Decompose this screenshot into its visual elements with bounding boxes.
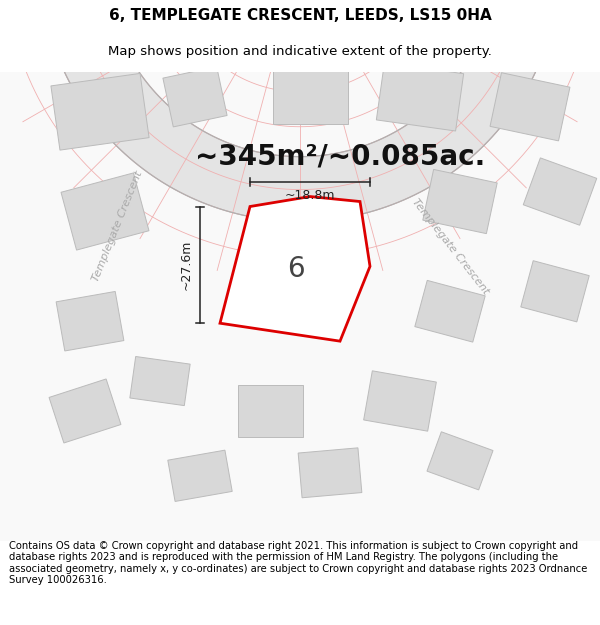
Polygon shape xyxy=(523,158,597,225)
Text: Templegate Crescent: Templegate Crescent xyxy=(410,197,490,296)
Polygon shape xyxy=(376,62,464,131)
Polygon shape xyxy=(51,73,149,150)
Polygon shape xyxy=(220,196,370,341)
Text: Contains OS data © Crown copyright and database right 2021. This information is : Contains OS data © Crown copyright and d… xyxy=(9,541,587,586)
Text: 6: 6 xyxy=(287,256,305,283)
Text: 6, TEMPLEGATE CRESCENT, LEEDS, LS15 0HA: 6, TEMPLEGATE CRESCENT, LEEDS, LS15 0HA xyxy=(109,8,491,23)
Polygon shape xyxy=(56,291,124,351)
Text: Templegate Crescent: Templegate Crescent xyxy=(91,170,145,283)
Polygon shape xyxy=(364,371,436,431)
Polygon shape xyxy=(49,379,121,443)
Polygon shape xyxy=(521,261,589,322)
Polygon shape xyxy=(298,448,362,498)
Text: ~345m²/~0.085ac.: ~345m²/~0.085ac. xyxy=(195,142,485,171)
Polygon shape xyxy=(61,173,149,250)
Polygon shape xyxy=(238,385,302,437)
Polygon shape xyxy=(427,432,493,490)
Text: Map shows position and indicative extent of the property.: Map shows position and indicative extent… xyxy=(108,45,492,58)
Polygon shape xyxy=(163,67,227,127)
Polygon shape xyxy=(168,450,232,501)
Polygon shape xyxy=(257,229,332,309)
Polygon shape xyxy=(490,72,570,141)
Polygon shape xyxy=(423,169,497,234)
Text: ~18.8m: ~18.8m xyxy=(285,189,335,202)
Polygon shape xyxy=(130,356,190,406)
Polygon shape xyxy=(415,281,485,342)
Polygon shape xyxy=(272,69,347,124)
Polygon shape xyxy=(44,0,556,221)
Text: ~27.6m: ~27.6m xyxy=(179,239,193,290)
